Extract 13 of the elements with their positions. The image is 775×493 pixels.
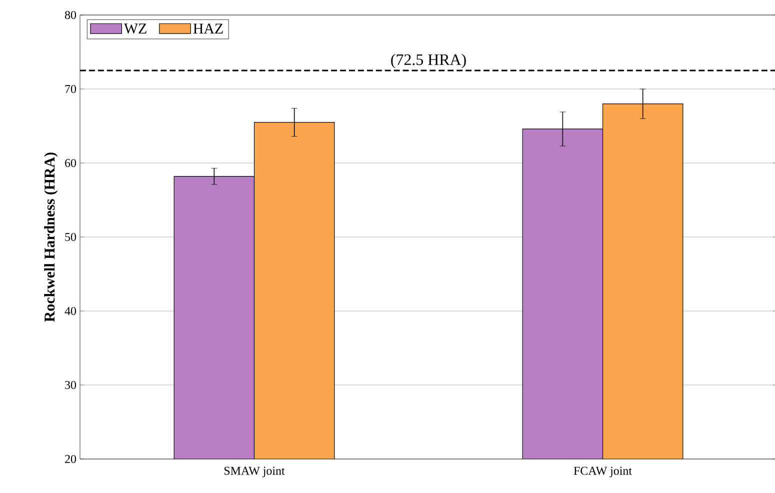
y-tick-label: 70 [65, 84, 76, 94]
x-tick-label: FCAW joint [574, 466, 632, 478]
y-axis-title: Rockwell Hardness (HRA) [44, 152, 58, 322]
y-tick-label: 80 [64, 10, 76, 20]
legend-label: WZ [124, 24, 146, 34]
y-tick-label: 50 [65, 232, 76, 242]
y-tick-label: 30 [65, 380, 76, 390]
y-tick-label: 20 [65, 454, 76, 464]
legend-label: HAZ [193, 24, 223, 34]
ref-line-label: (72.5 HRA) [391, 54, 466, 68]
y-tick-label: 40 [64, 306, 76, 316]
y-tick-label: 60 [65, 158, 76, 168]
x-tick-label: SMAW joint [224, 466, 285, 478]
